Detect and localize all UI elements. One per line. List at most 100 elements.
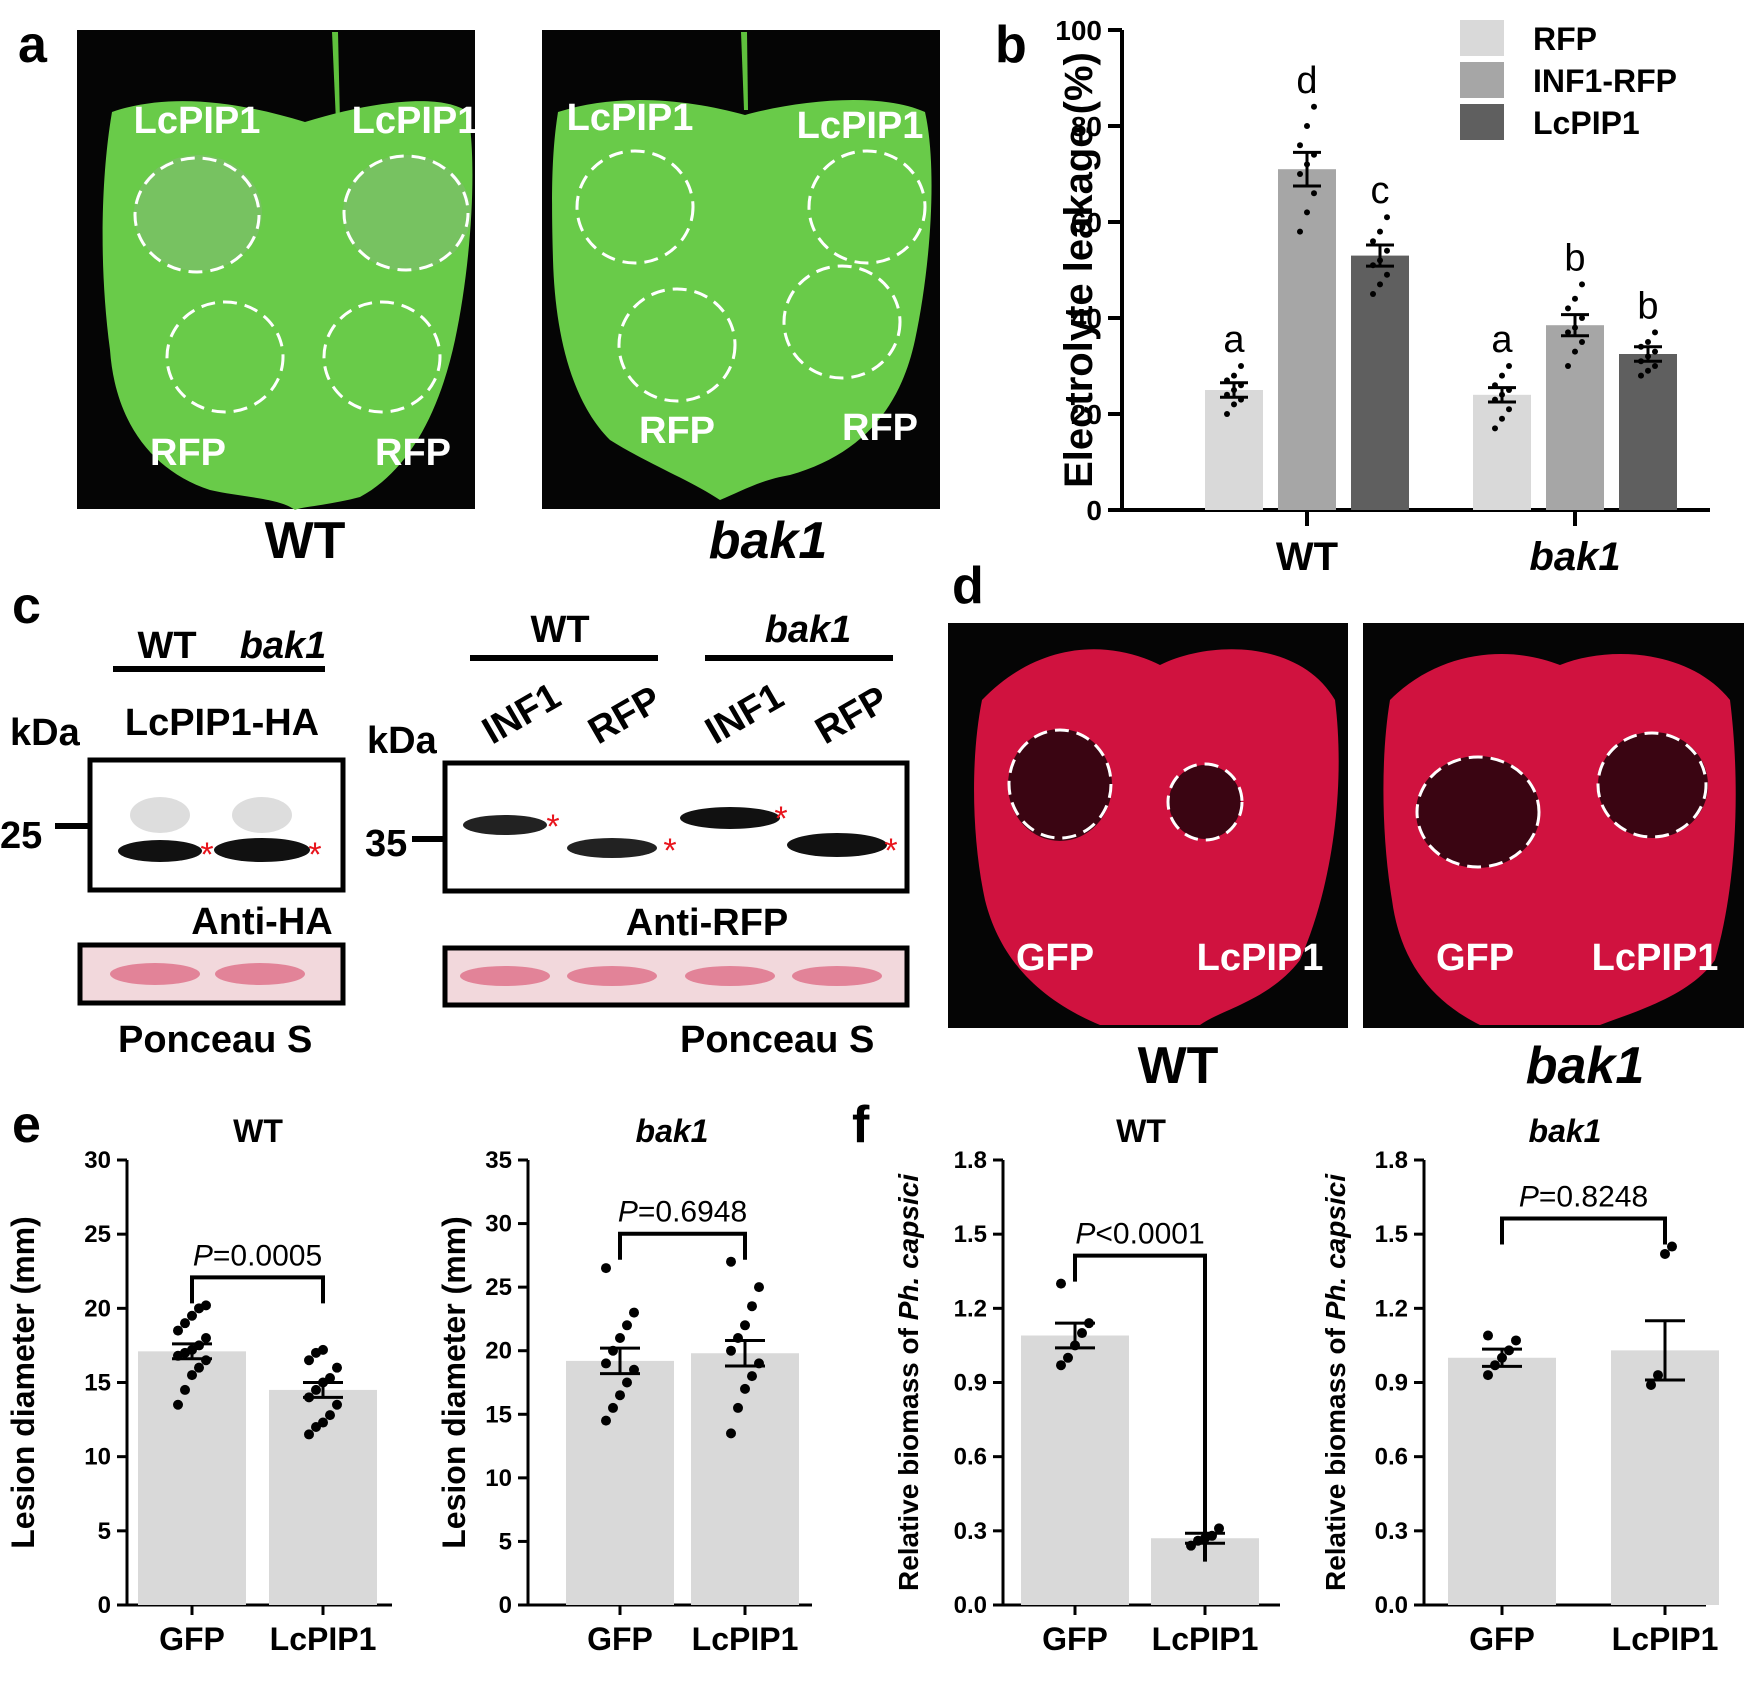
b-data-point — [1492, 382, 1498, 389]
b-data-point — [1304, 161, 1310, 168]
b-bar — [1278, 169, 1336, 510]
e1-x-tick-label: GFP — [159, 1621, 225, 1657]
e2-data-point — [608, 1402, 618, 1413]
b-legend-swatch — [1460, 20, 1504, 56]
b-x-tick-label: bak1 — [1529, 535, 1620, 579]
f2-data-point — [1483, 1370, 1493, 1381]
electrolyte-leakage-chart: 0 20 40 60 80 100 Electrolyte leakage (%) WT a d c… — [1055, 15, 1710, 579]
blot-right-asterisk-3: * — [774, 800, 787, 838]
panel-a-letter: a — [18, 16, 48, 74]
e1-y-tick-label: 20 — [84, 1295, 111, 1322]
blot-left-header-bak1: bak1 — [240, 625, 327, 667]
b-data-point — [1645, 353, 1651, 360]
f2-x-tick-label: GFP — [1469, 1621, 1535, 1657]
b-data-point — [1565, 363, 1571, 369]
b-data-point — [1572, 348, 1578, 355]
f1-y-tick-label: 0.9 — [954, 1370, 987, 1397]
bak1-leaf-label-rfp-left: RFP — [639, 410, 715, 452]
b-data-point — [1506, 406, 1512, 413]
f2-data-point — [1667, 1241, 1677, 1252]
e1-data-point — [187, 1370, 197, 1381]
blot-left-construct-label: LcPIP1-HA — [125, 702, 319, 744]
e1-y-tick-label: 0 — [98, 1592, 111, 1619]
f1-y-tick-label: 1.8 — [954, 1147, 987, 1174]
e2-data-point — [726, 1345, 736, 1356]
b-significance-letter: b — [1564, 237, 1585, 279]
b-data-point — [1579, 281, 1585, 288]
b-x-tick-label: WT — [1276, 535, 1338, 579]
f2-data-point — [1653, 1370, 1663, 1381]
d-bak1-label-lcpip1: LcPIP1 — [1592, 937, 1719, 979]
b-bar — [1473, 394, 1531, 510]
blot-right-header-wt: WT — [530, 609, 589, 651]
panel-e-letter: e — [12, 1096, 41, 1154]
d-wt-label-lcpip1: LcPIP1 — [1197, 937, 1324, 979]
b-data-point — [1499, 415, 1505, 422]
blot-right-band-4 — [787, 833, 887, 857]
blot-right-band-2 — [567, 838, 657, 858]
b-data-point — [1652, 348, 1658, 355]
f1-data-point — [1214, 1523, 1224, 1534]
e2-p-value: P=0.6948 — [618, 1196, 747, 1229]
panel-b-letter: b — [995, 16, 1027, 74]
lesion-diameter-bak1-chart: 0 5 10 15 20 25 30 35 Lesion diameter (mm) bak1 GF… — [436, 1113, 812, 1657]
b-data-point — [1492, 425, 1498, 432]
b-y-tick-label: 100 — [1055, 15, 1102, 46]
f2-y-tick-label: 0.9 — [1375, 1370, 1408, 1397]
e1-y-axis-label: Lesion diameter (mm) — [5, 1216, 41, 1549]
wt-leaf-label-lcpip1-right: LcPIP1 — [352, 100, 479, 142]
panel-a-caption-bak1: bak1 — [709, 512, 828, 570]
panel-d: d GFP LcPIP1 GFP LcPIP1 WT bak1 — [948, 557, 1744, 1095]
b-data-point — [1370, 238, 1376, 245]
panel-a-caption-wt: WT — [265, 512, 346, 570]
panel-d-caption-bak1: bak1 — [1526, 1037, 1645, 1095]
e2-data-point — [622, 1377, 632, 1388]
blot-right-band-1 — [463, 815, 547, 835]
blot-right-lane-inf1-wt: INF1 — [476, 675, 568, 753]
blot-right-asterisk-4: * — [884, 832, 897, 870]
b-data-point — [1492, 396, 1498, 403]
f1-data-point — [1056, 1360, 1066, 1371]
blot-left-ponceau-label: Ponceau S — [118, 1019, 312, 1061]
blot-left-header-wt: WT — [137, 625, 196, 667]
e1-data-point — [318, 1344, 328, 1355]
e1-x-tick-label: LcPIP1 — [270, 1621, 377, 1657]
b-significance-letter: d — [1296, 60, 1317, 102]
blot-right-lane-rfp-wt: RFP — [582, 678, 669, 752]
f1-y-tick-label: 1.2 — [954, 1295, 987, 1322]
bak1-leaf-label-lcpip1-right: LcPIP1 — [797, 105, 924, 147]
b-data-point — [1238, 363, 1244, 369]
b-data-point — [1238, 382, 1244, 389]
e2-data-point — [747, 1301, 757, 1312]
f2-y-axis-label: Relative biomass of Ph. capsici — [1320, 1173, 1351, 1591]
f1-y-tick-label: 0.0 — [954, 1592, 987, 1619]
b-y-axis-label: Electrolyte leakage (%) — [1057, 52, 1101, 488]
blot-right-lane-inf1-bak1: INF1 — [699, 675, 791, 753]
b-data-point — [1579, 339, 1585, 345]
blot-left-antibody-label: Anti-HA — [191, 901, 332, 943]
d-bak1-label-gfp: GFP — [1436, 937, 1514, 979]
b-data-point — [1652, 363, 1658, 369]
b-legend-label: LcPIP1 — [1533, 105, 1640, 141]
blot-left-band-bak1 — [214, 838, 310, 862]
wt-leaf-label-lcpip1-left: LcPIP1 — [134, 100, 261, 142]
e2-data-point — [601, 1263, 611, 1274]
b-data-point — [1297, 142, 1303, 149]
b-data-point — [1645, 339, 1651, 345]
b-bar — [1351, 255, 1409, 510]
b-data-point — [1370, 262, 1376, 269]
b-data-point — [1565, 329, 1571, 336]
e2-data-point — [629, 1307, 639, 1318]
e1-title: WT — [233, 1113, 283, 1149]
blot-left-kda-label: kDa — [10, 712, 81, 754]
b-bar — [1205, 390, 1263, 510]
f1-p-value: P<0.0001 — [1075, 1218, 1204, 1251]
bak1-leaf-label-lcpip1-left: LcPIP1 — [567, 97, 694, 139]
e1-y-tick-label: 5 — [98, 1518, 111, 1545]
b-data-point — [1572, 295, 1578, 302]
b-data-point — [1238, 396, 1244, 403]
blot-left-asterisk-2: * — [308, 836, 321, 874]
b-data-point — [1638, 372, 1644, 379]
blot-right-marker-tick — [412, 836, 447, 842]
